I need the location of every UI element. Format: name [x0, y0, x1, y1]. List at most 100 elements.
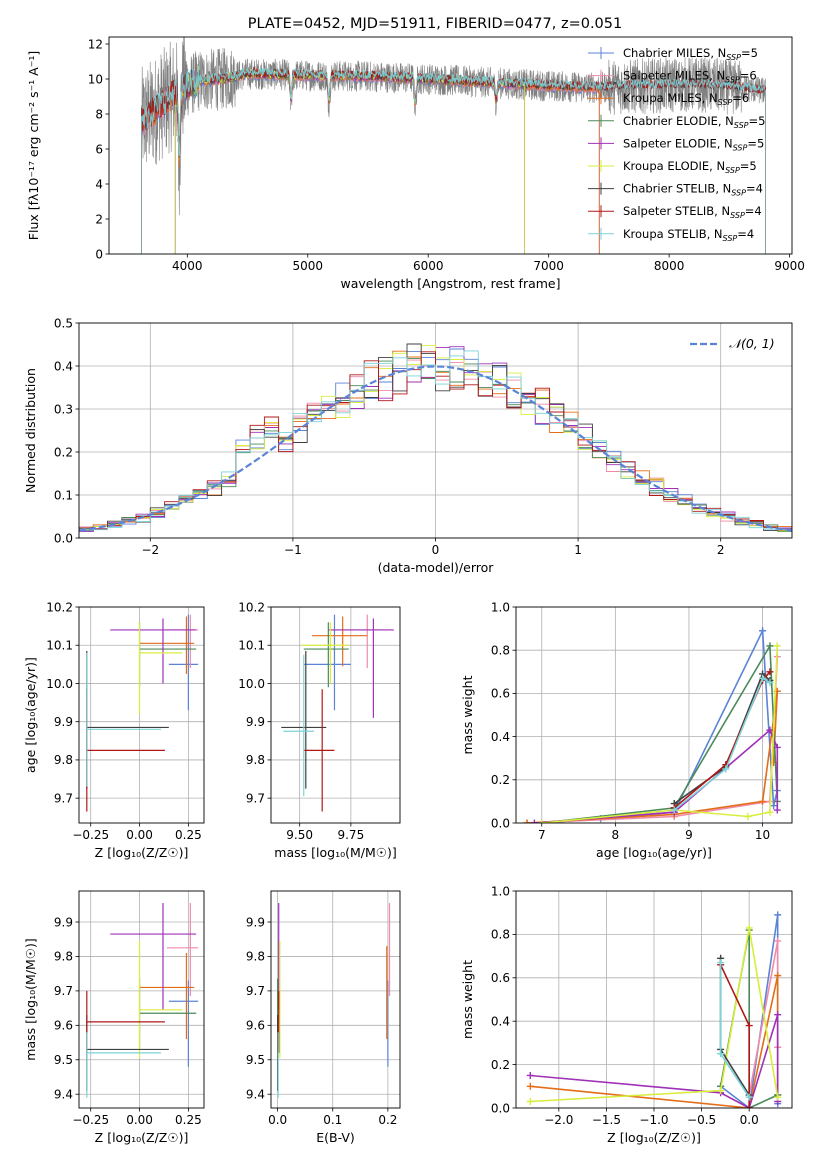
y-tick-label: 0.3: [54, 402, 73, 416]
y-tick-label: 0.4: [491, 730, 510, 744]
legend-subscript: SSP: [726, 53, 741, 62]
errorbar-point: [330, 614, 392, 669]
legend-subscript: SSP: [723, 234, 738, 243]
mass-weight-line: [719, 962, 750, 1098]
x-tick-label: 0.0: [740, 1113, 759, 1127]
mass-weight-marker: [670, 806, 678, 814]
errorbar-point: [138, 622, 197, 688]
mass-weight-marker: [766, 668, 774, 676]
y-tick-label: 9.8: [246, 950, 265, 964]
y-axis-label: mass weight: [460, 675, 475, 754]
y-tick-label: 0.1: [54, 488, 73, 502]
axes-frame: [108, 36, 793, 255]
x-tick-label: −2: [141, 543, 159, 557]
mass-weight-marker: [774, 911, 782, 919]
errorbar-point: [301, 622, 349, 684]
legend-label: Salpeter STELIB, N: [623, 204, 730, 218]
mass-weight-marker: [766, 642, 774, 650]
plot-area-weight-vs-Z: [516, 891, 792, 1108]
legend-entry: Kroupa STELIB, NSSP=4: [623, 227, 754, 243]
x-tick-label: 6000: [413, 259, 444, 273]
plot-area-spectrum: [141, 37, 766, 254]
y-tick-label: 0.0: [54, 531, 73, 545]
legend-label: Salpeter ELODIE, N: [623, 136, 733, 150]
y-tick-label: 9.7: [246, 984, 265, 998]
mass-weight-marker: [523, 819, 531, 823]
legend-ssp-count: =6: [740, 69, 757, 83]
errorbar-point: [139, 953, 195, 1040]
legend-ssp-count: =5: [740, 159, 757, 173]
y-tick-label: 9.6: [54, 1019, 73, 1033]
legend-subscript: SSP: [725, 76, 740, 85]
legend-subscript: SSP: [718, 98, 733, 107]
y-tick-label: 10.2: [238, 600, 265, 614]
axes-weight-vs-age: 7 8 9 10 0.0 0.2 0.4 0.6 0.8 1.0 age [log₁₀(age/yr…: [460, 600, 793, 860]
y-tick-label: 9.9: [54, 715, 73, 729]
errorbar-point: [303, 622, 349, 688]
x-tick-label: 9.50: [286, 828, 313, 842]
errorbar-point: [328, 618, 394, 718]
mass-weight-marker: [774, 972, 782, 980]
legend-entry: 𝒩(0, 1): [729, 336, 775, 351]
x-tick-label: 8: [612, 828, 620, 842]
errorbar-point: [166, 903, 199, 997]
y-tick-label: 9.5: [54, 1053, 73, 1067]
y-tick-label: 0.0: [491, 816, 510, 830]
mass-weight-marker: [745, 924, 753, 932]
x-tick-label: 1: [574, 543, 582, 557]
errorbar-point: [138, 940, 183, 1059]
mass-weight-marker: [766, 679, 774, 687]
errorbar-point: [138, 978, 197, 1048]
legend-ssp-count: =4: [737, 227, 754, 241]
mass-weight-marker: [774, 1093, 782, 1101]
legend-subscript: SSP: [725, 166, 740, 175]
y-tick-label: 9.9: [246, 915, 265, 929]
mass-weight-marker: [744, 813, 752, 821]
grid-mass-vs-Z: [79, 891, 204, 1108]
mass-weight-marker: [526, 1071, 534, 1079]
legend-ssp-count: =5: [749, 114, 766, 128]
errorbar-point: [139, 616, 195, 674]
legend-ssp-count: =5: [741, 46, 758, 60]
axes-mass-vs-ebv: 0.0 0.1 0.2 9.4 9.5 9.6 9.7 9.8 9.9 E(B-V): [246, 890, 401, 1145]
y-tick-label: 9.9: [246, 715, 265, 729]
chart-title: PLATE=0452, MJD=51911, FIBERID=0477, z=0…: [248, 16, 622, 32]
legend-entry: Salpeter STELIB, NSSP=4: [623, 204, 762, 220]
y-tick-label: 9.8: [54, 950, 73, 964]
axes-spectrum: 4000 5000 6000 7000 8000 9000 0 2 4 6 8 10 12 wavelen…: [26, 36, 805, 291]
y-tick-label: 0.0: [491, 1101, 510, 1115]
mass-weight-marker: [774, 1011, 782, 1019]
x-axis-label: Z [log₁₀(Z/Z☉)]: [607, 1130, 701, 1145]
y-tick-label: 0.6: [491, 687, 510, 701]
plot-area-mass-vs-Z: [79, 891, 204, 1108]
y-tick-label: 10.1: [46, 639, 73, 653]
legend-ssp-count: =4: [746, 182, 763, 196]
errorbar-point: [166, 614, 199, 669]
y-tick-label: 6: [95, 142, 103, 156]
legend-entry: Salpeter MILES, NSSP=6: [623, 69, 757, 85]
legend-subscript: SSP: [734, 121, 749, 130]
x-tick-label: 0: [432, 543, 440, 557]
y-tick-label: 0.8: [491, 644, 510, 658]
legend-subscript: SSP: [730, 211, 745, 220]
errorbar-point: [110, 903, 197, 1010]
axes-frame: [270, 890, 401, 1109]
y-tick-label: 1.0: [491, 884, 510, 898]
x-tick-label: 2: [717, 543, 725, 557]
errorbar-point: [86, 1032, 162, 1098]
legend-label: Kroupa STELIB, N: [623, 227, 723, 241]
y-tick-label: 10: [88, 72, 103, 86]
mass-weight-marker: [766, 726, 774, 734]
errorbar-point: [303, 689, 335, 812]
mass-weight-line: [534, 728, 779, 823]
mass-weight-marker: [717, 1050, 725, 1058]
plot-area-age-vs-Z: [79, 607, 204, 823]
x-tick-label: 0.0: [268, 1113, 287, 1127]
y-tick-label: 2: [95, 212, 103, 226]
mass-weight-marker: [770, 802, 778, 810]
y-tick-label: 10.0: [238, 677, 265, 691]
x-tick-label: −0.5: [687, 1113, 716, 1127]
y-tick-label: 9.4: [54, 1088, 73, 1102]
axes-weight-vs-Z: −2.0 −1.5 −1.0 −0.5 0.0 0.0 0.2 0.4 0.6 0.8 1.0 Z […: [460, 884, 793, 1145]
